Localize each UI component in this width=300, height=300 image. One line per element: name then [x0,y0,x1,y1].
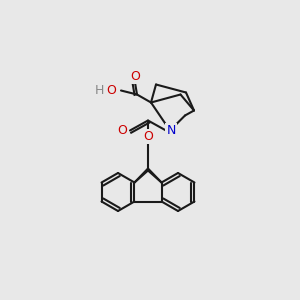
Text: O: O [106,84,116,97]
Text: H: H [94,84,104,97]
Text: O: O [143,130,153,143]
Text: O: O [130,70,140,83]
Text: O: O [117,124,127,137]
Text: N: N [166,124,176,137]
